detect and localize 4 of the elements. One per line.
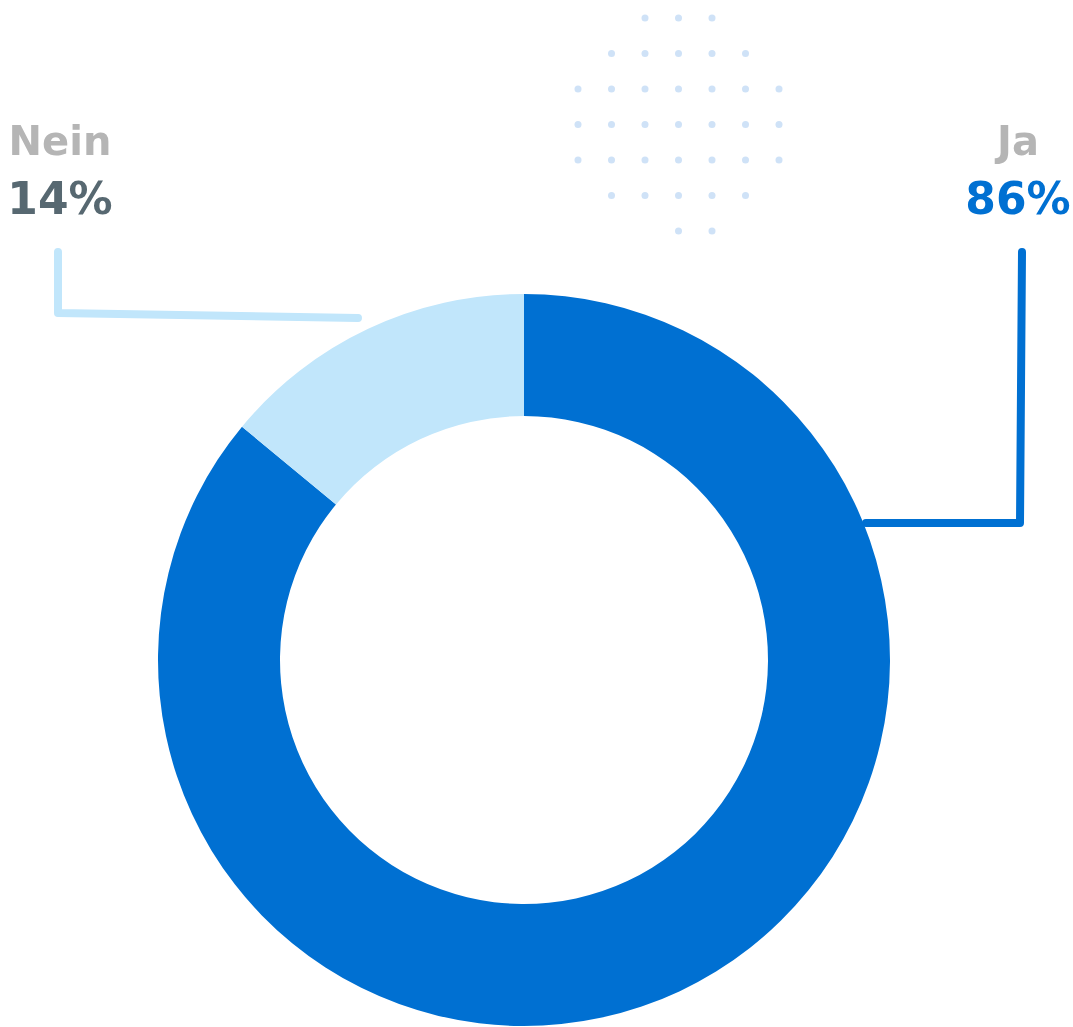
data-label: 14% <box>7 172 113 224</box>
data-label: 86% <box>965 172 1071 224</box>
slice-label: Nein <box>8 118 112 164</box>
slice-label: Ja <box>994 118 1039 164</box>
